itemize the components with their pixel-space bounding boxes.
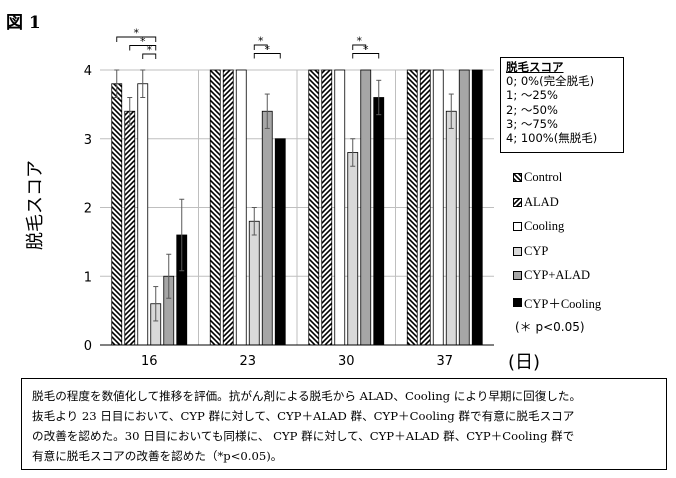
bar-cyp-alad (261, 110, 273, 346)
x-tick-label: 23 (239, 354, 256, 369)
significance-bracket (352, 53, 380, 59)
bar-alad (124, 110, 136, 346)
significance-bracket (253, 44, 268, 50)
bar-cooling (334, 69, 346, 346)
legend-item: Cooling (513, 219, 564, 234)
significance-star: * (363, 43, 369, 56)
significance-star: * (140, 35, 146, 48)
bar-cyp (347, 152, 359, 346)
y-tick-label: 1 (84, 270, 92, 285)
y-tick-label: 3 (84, 133, 92, 148)
significance-bracket (116, 36, 157, 42)
legend-label: CYP+ALAD (524, 268, 591, 283)
significance-star: * (258, 35, 264, 48)
legend-swatch (513, 222, 522, 232)
significance-bracket (129, 45, 157, 51)
legend-swatch (513, 246, 522, 256)
bars (111, 69, 483, 346)
legend-swatch (513, 173, 522, 182)
bar-control (209, 69, 221, 346)
bar-control (111, 83, 123, 346)
score-legend-box: 脱毛スコア 0; 0%(完全脱毛) 1; 〜25% 2; 〜50% 3; 〜75… (500, 57, 624, 153)
legend-swatch (513, 298, 522, 307)
legend-label: ALAD (524, 194, 559, 209)
bar-cyp-cooling (471, 69, 483, 346)
y-tick-label: 4 (84, 64, 92, 79)
bar-cyp-alad (458, 69, 470, 346)
x-tick-label: 37 (436, 354, 453, 369)
score-line: 2; 〜50% (506, 102, 558, 117)
x-tick-label: 30 (338, 354, 355, 369)
x-tick-label: 16 (141, 354, 158, 369)
significance-star: * (134, 27, 140, 40)
caption-line: の改善を認めた。30 日目においても同様に、 CYP 群に対して、CYP＋ALA… (32, 429, 575, 443)
legend-label: CYP＋Cooling (524, 297, 602, 311)
legend-item: CYP＋Cooling (513, 293, 601, 312)
score-line: 0; 0%(完全脱毛) (506, 74, 595, 89)
score-line: 3; 〜75% (506, 116, 558, 131)
bar-cyp-cooling (373, 97, 385, 346)
significance-bracket (352, 44, 367, 50)
x-axis-unit: (日) (508, 352, 541, 373)
y-tick-label: 0 (84, 339, 92, 354)
bar-cyp (248, 220, 260, 346)
legend-label: CYP (524, 243, 549, 258)
significance-brackets: ******* (116, 27, 380, 59)
bar-control (406, 69, 418, 346)
significance-star: * (357, 35, 363, 48)
legend-label: Control (524, 170, 563, 184)
bar-control (308, 69, 320, 346)
error-bars (114, 69, 454, 322)
bar-cyp (445, 110, 457, 346)
bar-cooling (235, 69, 247, 346)
significance-note: (＊ p<0.05) (515, 320, 585, 334)
y-axis-label: 脱毛スコア (25, 160, 46, 250)
legend-item: ALAD (513, 195, 559, 210)
bar-cooling (137, 83, 149, 346)
figure-label: 図 1 (6, 13, 41, 33)
significance-star: * (147, 44, 153, 57)
score-line: 1; 〜25% (506, 88, 558, 103)
significance-bracket (142, 53, 157, 59)
bar-alad (222, 69, 234, 346)
significance-star: * (265, 43, 271, 56)
score-box-title: 脱毛スコア (506, 60, 564, 74)
caption-line: 有意に脱毛スコアの改善を認めた（*p<0.05)。 (32, 449, 283, 463)
bar-alad (321, 69, 333, 346)
bar-cyp-cooling (274, 138, 286, 346)
legend-swatch (513, 197, 522, 207)
significance-bracket (253, 53, 281, 59)
legend-item: CYP+ALAD (513, 268, 590, 283)
legend-label: Cooling (524, 219, 565, 234)
caption-box: 脱毛の程度を数値化して推移を評価。抗がん剤による脱毛から ALAD、Coolin… (21, 378, 667, 470)
caption-line: 抜毛より 23 日目において、CYP 群に対して、CYP＋ALAD 群、CYP＋… (32, 409, 575, 423)
bar-cyp-alad (360, 69, 372, 346)
legend-swatch (513, 271, 522, 281)
bar-cooling (432, 69, 444, 346)
bar-alad (419, 69, 431, 346)
legend-item: Control (513, 170, 562, 185)
y-tick-label: 2 (84, 202, 92, 217)
legend-item: CYP (513, 244, 548, 259)
score-line: 4; 100%(無脱毛) (506, 131, 598, 146)
caption-line: 脱毛の程度を数値化して推移を評価。抗がん剤による脱毛から ALAD、Coolin… (32, 389, 582, 403)
